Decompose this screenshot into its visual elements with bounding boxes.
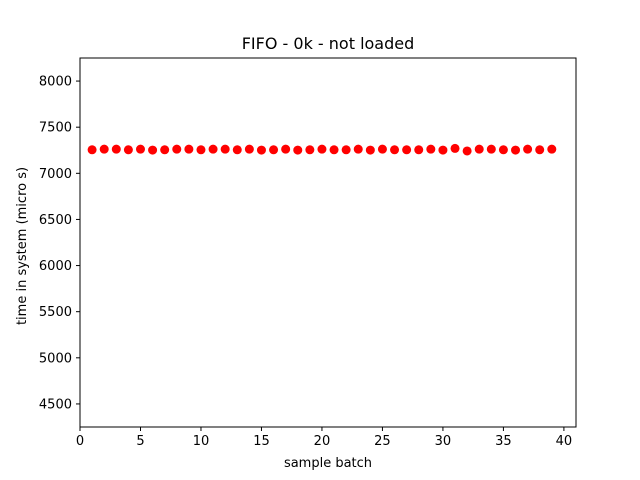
data-point (196, 145, 206, 155)
data-point (99, 144, 109, 154)
data-point (353, 144, 363, 154)
y-tick-label: 6500 (39, 213, 72, 228)
x-tick-label: 0 (76, 434, 84, 449)
x-tick-label: 40 (556, 434, 573, 449)
y-tick-label: 4500 (39, 397, 72, 412)
data-point (341, 145, 351, 155)
data-point (450, 143, 460, 153)
y-tick-label: 7500 (39, 121, 72, 136)
data-point (498, 145, 508, 155)
chart-title: FIFO - 0k - not loaded (242, 34, 415, 53)
plot-area: 0 5 10 15 20 25 30 35 40 4500 5000 5500 6000 6500 7000… (39, 57, 577, 449)
y-tick-label: 5000 (39, 351, 72, 366)
x-tick-label: 20 (314, 434, 331, 449)
data-point (172, 144, 182, 154)
y-tick-label: 7000 (39, 167, 72, 182)
y-tick-label: 8000 (39, 75, 72, 90)
data-point (511, 145, 521, 155)
data-point (414, 145, 424, 155)
data-point (220, 144, 230, 154)
data-point (87, 145, 97, 155)
x-tick-label: 25 (374, 434, 391, 449)
data-point (329, 145, 339, 155)
y-tick-label: 6000 (39, 259, 72, 274)
data-point (547, 144, 557, 154)
data-point (269, 145, 279, 155)
data-point (365, 145, 375, 155)
x-tick-label: 5 (136, 434, 144, 449)
data-point (244, 144, 254, 154)
data-point (426, 144, 436, 154)
axes-frame (79, 57, 577, 428)
x-tick-label: 35 (495, 434, 512, 449)
data-point (148, 145, 158, 155)
data-point (256, 145, 266, 155)
data-point (232, 145, 242, 155)
data-point (293, 145, 303, 155)
data-point (402, 145, 412, 155)
data-point (462, 146, 472, 156)
data-point (377, 144, 387, 154)
data-point (123, 145, 133, 155)
x-tick-label: 30 (435, 434, 452, 449)
y-axis-label: time in system (micro s) (15, 167, 30, 325)
data-point (160, 145, 170, 155)
data-point (390, 145, 400, 155)
data-point (184, 144, 194, 154)
data-point (474, 144, 484, 154)
data-point (535, 145, 545, 155)
data-point (208, 144, 218, 154)
data-point (317, 144, 327, 154)
data-point (135, 144, 145, 154)
data-point (111, 144, 121, 154)
x-tick-label: 10 (193, 434, 210, 449)
x-tick-label: 15 (253, 434, 270, 449)
x-axis-label: sample batch (284, 456, 372, 471)
data-point (438, 145, 448, 155)
data-point (486, 144, 496, 154)
y-tick-label: 5500 (39, 305, 72, 320)
data-point (281, 144, 291, 154)
data-point (523, 144, 533, 154)
data-point (305, 145, 315, 155)
